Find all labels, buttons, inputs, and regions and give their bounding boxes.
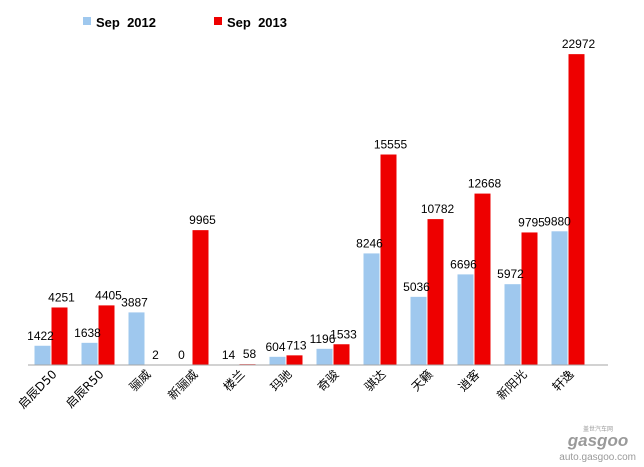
value-label-sep-2012-3: 0 — [178, 348, 185, 362]
category-label-1: 启辰R50 — [63, 367, 107, 411]
legend-swatch-sep-2012 — [83, 17, 91, 25]
watermark-url: auto.gasgoo.com — [559, 452, 636, 463]
category-label-2: 骊威 — [127, 367, 154, 394]
value-label-sep-2012-7: 8246 — [356, 236, 383, 250]
legend: Sep 2012 Sep 2013 — [83, 15, 287, 30]
value-label-sep-2013-8: 10782 — [421, 202, 455, 216]
bars — [34, 54, 585, 366]
bar-sep-2013-3 — [192, 230, 209, 365]
bar-sep-2012-5 — [269, 356, 286, 365]
value-label-sep-2012-2: 3887 — [121, 295, 148, 309]
legend-label-sep-2012: Sep 2012 — [96, 15, 156, 30]
category-label-10: 新阳光 — [494, 367, 530, 403]
legend-swatch-sep-2013 — [214, 17, 222, 25]
bar-sep-2012-6 — [316, 348, 333, 365]
bar-sep-2013-8 — [427, 219, 444, 365]
value-label-sep-2012-5: 604 — [265, 340, 285, 354]
category-label-0: 启辰D50 — [15, 367, 59, 411]
value-label-sep-2013-10: 9795 — [518, 215, 545, 229]
value-label-sep-2013-1: 4405 — [95, 288, 122, 302]
value-label-sep-2012-9: 6696 — [450, 257, 477, 271]
bar-sep-2012-8 — [410, 296, 427, 365]
category-label-4: 楼兰 — [220, 367, 248, 395]
bar-sep-2013-6 — [333, 344, 350, 365]
watermark-brand: gasgoo — [567, 431, 628, 450]
category-label-9: 逍客 — [455, 367, 483, 395]
bar-sep-2013-9 — [474, 193, 491, 365]
value-label-sep-2013-5: 713 — [286, 338, 306, 352]
bar-sep-2012-1 — [81, 342, 98, 365]
watermark: 盖世汽车网 gasgoo auto.gasgoo.com — [559, 425, 636, 463]
value-label-sep-2013-11: 22972 — [562, 37, 596, 51]
bar-sep-2012-2 — [128, 312, 145, 365]
value-label-sep-2012-6: 1196 — [310, 332, 336, 346]
value-label-sep-2012-1: 1638 — [74, 326, 101, 340]
value-label-sep-2013-4: 58 — [243, 347, 257, 361]
value-label-sep-2012-0: 1422 — [27, 329, 54, 343]
bar-sep-2012-0 — [34, 345, 51, 365]
legend-label-sep-2013: Sep 2013 — [227, 15, 287, 30]
value-label-sep-2013-0: 4251 — [48, 290, 75, 304]
value-label-sep-2012-4: 14 — [222, 348, 236, 362]
value-label-sep-2013-2: 2 — [152, 348, 159, 362]
category-label-3: 新骊威 — [165, 367, 201, 403]
bar-sep-2013-0 — [51, 307, 68, 365]
bar-sep-2013-7 — [380, 154, 397, 365]
category-label-8: 天籁 — [408, 367, 436, 395]
bar-sep-2012-7 — [363, 253, 380, 365]
bar-sep-2012-10 — [504, 284, 521, 365]
value-label-sep-2012-10: 5972 — [497, 267, 524, 281]
value-label-sep-2013-6: 1533 — [330, 327, 357, 341]
bar-sep-2012-11 — [551, 231, 568, 365]
category-labels: 启辰D50 启辰R50 骊威 新骊威 楼兰 玛驰 奇骏 骐达 天籁 逍客 新阳光 轩逸 — [15, 367, 576, 412]
bar-sep-2013-5 — [286, 355, 303, 365]
bar-sep-2013-11 — [568, 54, 585, 366]
bar-sep-2012-9 — [457, 274, 474, 365]
value-label-sep-2013-7: 15555 — [374, 138, 408, 152]
category-label-6: 奇骏 — [315, 367, 342, 394]
value-label-sep-2012-11: 9880 — [544, 214, 571, 228]
value-label-sep-2013-3: 9965 — [189, 213, 216, 227]
bar-sep-2013-1 — [98, 305, 115, 365]
value-label-sep-2013-9: 12668 — [468, 177, 502, 191]
bar-sep-2013-10 — [521, 232, 538, 365]
category-label-11: 轩逸 — [550, 367, 577, 394]
category-label-7: 骐达 — [362, 367, 389, 394]
value-label-sep-2012-8: 5036 — [403, 280, 430, 294]
category-label-5: 玛驰 — [268, 367, 295, 394]
watermark-tagline: 盖世汽车网 — [583, 425, 613, 433]
